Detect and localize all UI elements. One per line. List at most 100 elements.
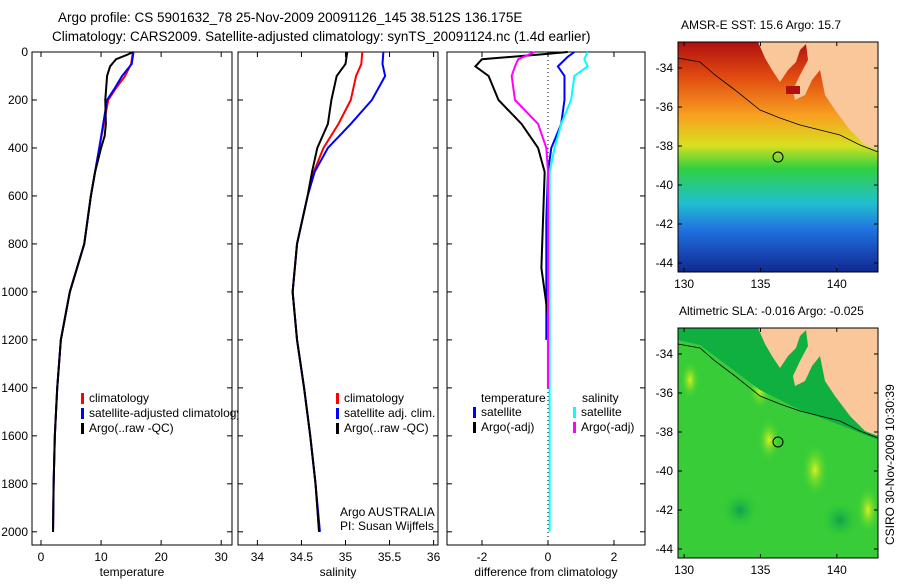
- legend-label: Argo(..raw -QC): [344, 421, 429, 435]
- land: [758, 328, 878, 436]
- lat-tick-label: -36: [656, 386, 674, 400]
- sla-map-frame: [677, 327, 879, 559]
- x-tick-label: 10: [94, 550, 108, 564]
- legend-label: satellite: [581, 405, 622, 419]
- legend-swatch: [473, 422, 476, 433]
- title-line-2: Climatology: CARS2009. Satellite-adjuste…: [52, 29, 591, 44]
- lat-tick-label: -44: [656, 256, 674, 270]
- series-line-salinity-satellite: [548, 51, 589, 532]
- x-tick-label: 35.5: [378, 550, 402, 564]
- legend-swatch: [336, 408, 339, 419]
- y-tick-label: 1000: [1, 285, 28, 299]
- profile-panels: 0 10 20 30 0 200 400 600 800 1000 1200 1400 1600 1800…: [1, 45, 646, 579]
- sla-map: Altimetric SLA: -0.016 Argo: -0.025 -34 -…: [656, 304, 880, 577]
- lon-tick-label: 140: [827, 563, 847, 577]
- lat-tick-label: -38: [656, 139, 674, 153]
- sst-map: AMSR-E SST: 15.6 Argo: 15.7 -34 -36 -38 -40…: [656, 18, 879, 291]
- x-tick-label: 36: [427, 550, 441, 564]
- series-line-argo-raw-qc-: [52, 51, 134, 532]
- x-tick-label: 20: [154, 550, 168, 564]
- isobath: [677, 343, 879, 439]
- lat-tick-label: -44: [656, 542, 674, 556]
- x-axis-label: salinity: [320, 565, 357, 579]
- panel-salinity: 34 34.5 35 35.5 36 salinity climatologysatelli…: [237, 51, 441, 579]
- axes-frame: [237, 51, 439, 546]
- timestamp-label: CSIRO 30-Nov-2009 10:30:39: [883, 384, 897, 545]
- x-tick-label: 0: [545, 550, 552, 564]
- series-line-temperature-argo-adj-: [473, 51, 568, 388]
- land: [758, 42, 878, 150]
- series-line-salinity-argo-adj-: [510, 51, 549, 388]
- lat-tick-label: -34: [656, 347, 674, 361]
- legend-label: climatology: [344, 391, 404, 405]
- annotation: PI: Susan Wijffels: [340, 519, 434, 533]
- lon-tick-label: 135: [750, 563, 770, 577]
- sla-map-title: Altimetric SLA: -0.016 Argo: -0.025: [679, 304, 864, 318]
- panel-temperature: 0 10 20 30 0 200 400 600 800 1000 1200 1400 1600 1800…: [1, 45, 242, 579]
- sla-high: [680, 360, 700, 400]
- isobath: [677, 57, 879, 153]
- lat-tick-label: -40: [656, 178, 674, 192]
- sla-high: [801, 442, 829, 498]
- y-tick-label: 1200: [1, 333, 28, 347]
- axes-frame: [31, 51, 233, 546]
- x-axis-label: difference from climatology: [474, 565, 617, 579]
- legend-swatch: [573, 422, 576, 433]
- sst-map-title: AMSR-E SST: 15.6 Argo: 15.7: [681, 18, 841, 32]
- series-line-argo-raw-qc-: [291, 51, 349, 532]
- argo-location-marker: [772, 436, 784, 448]
- lat-tick-label: -36: [656, 100, 674, 114]
- sla-high: [856, 485, 880, 535]
- legend-swatch: [336, 423, 339, 434]
- lat-tick-label: -34: [656, 61, 674, 75]
- y-tick-label: 600: [8, 189, 28, 203]
- lon-tick-label: 130: [674, 277, 694, 291]
- sst-map-frame: [677, 41, 879, 273]
- title-line-1: Argo profile: CS 5901632_78 25-Nov-2009 …: [58, 10, 522, 25]
- lat-tick-label: -42: [656, 217, 674, 231]
- sla-low: [820, 500, 860, 540]
- lon-tick-label: 140: [827, 277, 847, 291]
- legend-header: salinity: [582, 391, 619, 405]
- annotation: Argo AUSTRALIA: [340, 505, 435, 519]
- sla-low: [720, 490, 760, 530]
- y-tick-label: 200: [8, 93, 28, 107]
- legend-label: satellite: [481, 405, 522, 419]
- lon-tick-label: 130: [674, 563, 694, 577]
- y-tick-label: 1400: [1, 381, 28, 395]
- x-tick-label: 30: [215, 550, 229, 564]
- legend-swatch: [573, 407, 576, 418]
- argo-location-marker: [772, 151, 784, 163]
- lon-tick-label: 135: [750, 277, 770, 291]
- x-tick-label: -2: [477, 550, 488, 564]
- legend-label: Argo(..raw -QC): [89, 421, 174, 435]
- y-tick-label: 1600: [1, 429, 28, 443]
- legend-label: satellite-adjusted climatology: [89, 406, 242, 420]
- lat-tick-label: -38: [656, 425, 674, 439]
- y-tick-label: 400: [8, 141, 28, 155]
- y-tick-label: 800: [8, 237, 28, 251]
- legend-swatch: [81, 393, 84, 404]
- x-tick-label: 34: [251, 550, 265, 564]
- legend-label: Argo(-adj): [481, 420, 534, 434]
- x-tick-label: 35: [339, 550, 353, 564]
- legend-swatch: [473, 407, 476, 418]
- y-tick-label: 0: [21, 45, 28, 59]
- x-axis-label: temperature: [100, 565, 165, 579]
- x-tick-label: 34.5: [290, 550, 314, 564]
- legend-header: temperature: [481, 391, 546, 405]
- sla-high: [757, 418, 781, 462]
- legend-label: satellite adj. clim.: [344, 406, 435, 420]
- x-tick-label: 2: [611, 550, 618, 564]
- gulf-warm-water: [786, 86, 800, 94]
- legend-swatch: [81, 408, 84, 419]
- y-tick-label: 1800: [1, 477, 28, 491]
- legend-swatch: [81, 423, 84, 434]
- y-tick-label: 2000: [1, 525, 28, 539]
- lat-tick-label: -40: [656, 464, 674, 478]
- legend-label: Argo(-adj): [581, 420, 634, 434]
